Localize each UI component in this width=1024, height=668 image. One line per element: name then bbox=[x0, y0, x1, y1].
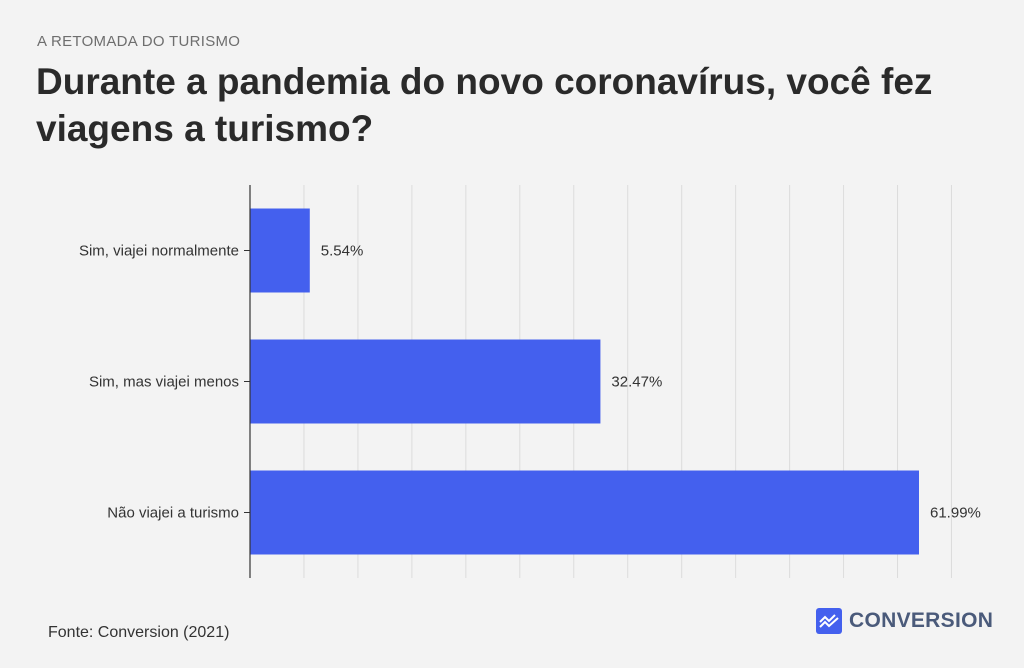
conversion-logo: CONVERSION bbox=[816, 608, 993, 634]
chart-kicker: A RETOMADA DO TURISMO bbox=[37, 33, 241, 50]
value-label: 61.99% bbox=[930, 505, 981, 522]
category-label: Sim, viajei normalmente bbox=[79, 243, 239, 260]
value-label: 5.54% bbox=[321, 243, 364, 260]
bar bbox=[250, 208, 310, 293]
chart-title: Durante a pandemia do novo coronavírus, … bbox=[36, 61, 933, 149]
source-note: Fonte: Conversion (2021) bbox=[48, 624, 230, 641]
category-label: Sim, mas viajei menos bbox=[89, 374, 239, 391]
y-axis bbox=[244, 185, 251, 578]
logo-text: CONVERSION bbox=[849, 609, 994, 632]
bar bbox=[250, 470, 919, 555]
chart-logo-icon bbox=[816, 608, 842, 634]
bar bbox=[250, 339, 601, 424]
value-label: 32.47% bbox=[611, 374, 662, 391]
labels: Sim, viajei normalmente 5.54% Sim, mas via… bbox=[79, 243, 981, 522]
category-label: Não viajei a turismo bbox=[107, 505, 239, 522]
bars bbox=[250, 208, 919, 555]
